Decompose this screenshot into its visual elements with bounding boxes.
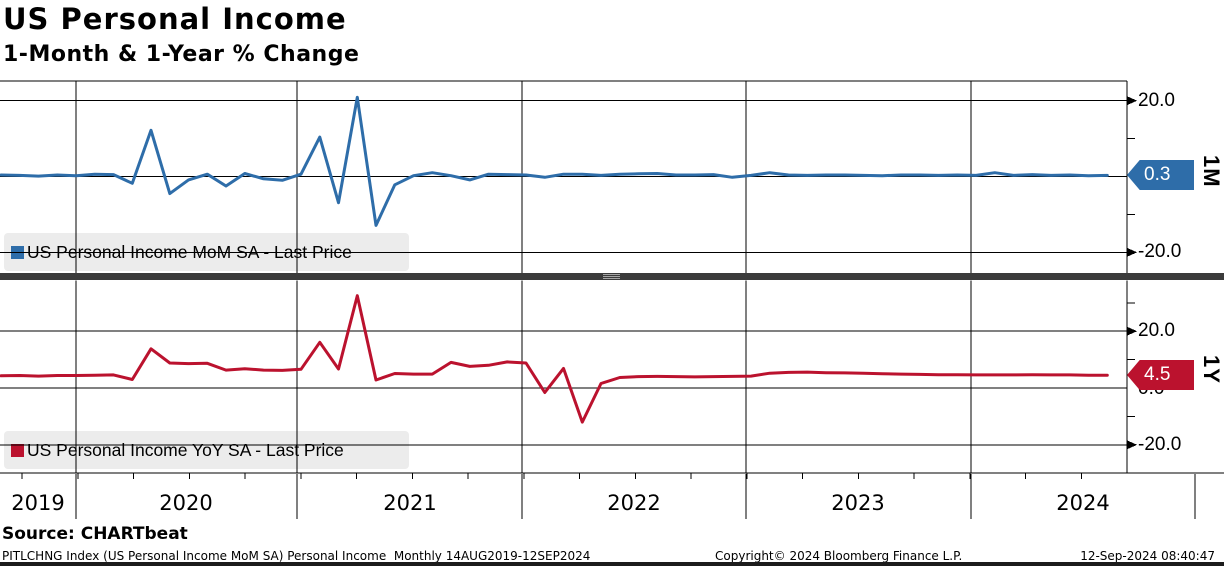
panel-splitter[interactable] [0,273,1224,280]
axis-unit-1y: 1Y [1199,355,1224,384]
footer-copyright: Copyright© 2024 Bloomberg Finance L.P. [715,549,963,563]
x-tick-2024: 2024 [1056,491,1110,515]
bottom-bar [0,562,1224,566]
x-tick-2019: 2019 [11,491,65,515]
footer-timestamp: 12-Sep-2024 08:40:47 [1080,549,1215,563]
yoy-swatch-icon [11,443,24,457]
mom-swatch-icon [11,245,24,259]
source-line: Source: CHARTbeat [2,524,188,544]
yoy-series-line [0,294,1109,424]
page-title: US Personal Income [3,2,347,36]
y-tick-top-20: 20.0 [1138,90,1175,111]
page-subtitle: 1-Month & 1-Year % Change [3,42,360,67]
y-tick-top-neg20: -20.0 [1138,241,1182,262]
legend-yoy[interactable]: US Personal Income YoY SA - Last Price [4,431,409,469]
legend-mom-label: US Personal Income MoM SA - Last Price [27,241,352,262]
mom-last-price-tag: 0.3 [1127,160,1194,190]
mom-series-line [0,95,1109,227]
axis-unit-1m: 1M [1199,155,1224,188]
y-tick-bot-neg20: -20.0 [1138,434,1182,455]
x-tick-2021: 2021 [383,491,437,515]
x-tick-2023: 2023 [831,491,885,515]
yoy-last-price-tag: 4.5 [1127,360,1194,390]
y-tick-bot-20: 20.0 [1138,320,1175,341]
footer-security-info: PITLCHNG Index (US Personal Income MoM S… [2,549,591,563]
legend-mom[interactable]: US Personal Income MoM SA - Last Price [4,233,409,271]
splitter-grip-icon[interactable] [603,274,620,279]
legend-yoy-label: US Personal Income YoY SA - Last Price [27,439,344,460]
x-tick-2020: 2020 [159,491,213,515]
x-tick-2022: 2022 [607,491,661,515]
